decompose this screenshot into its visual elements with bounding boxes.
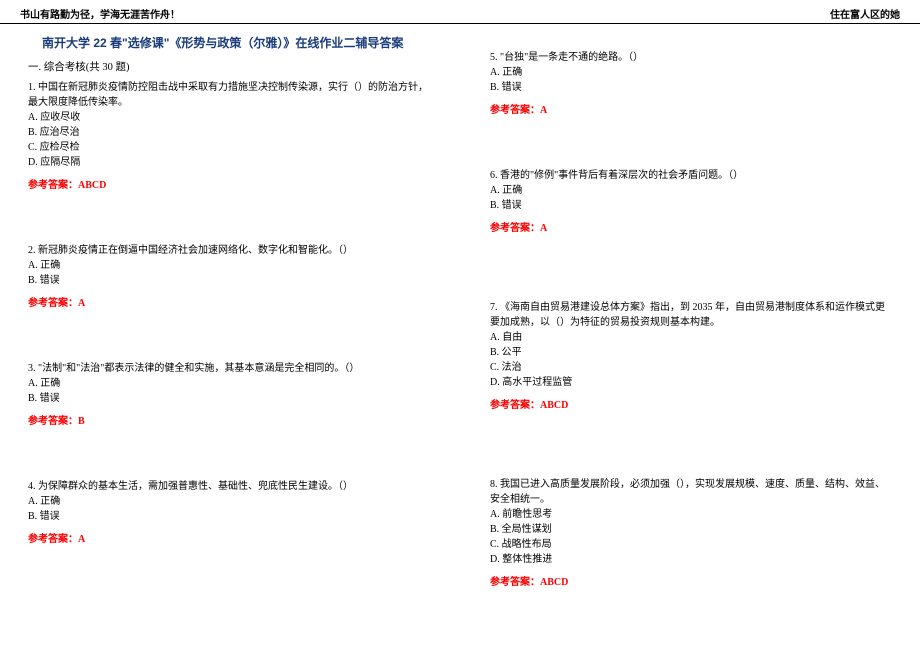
answer-label: 参考答案： (28, 534, 78, 545)
answer-value: A (78, 298, 85, 309)
option: A. 正确 (28, 494, 430, 509)
option: A. 正确 (28, 376, 430, 391)
question-text: 6. 香港的"修例"事件背后有着深层次的社会矛盾问题。（） (490, 168, 892, 183)
answer-line: 参考答案：A (490, 103, 892, 118)
header-left: 书山有路勤为径，学海无涯苦作舟！ (20, 6, 180, 21)
question-block: 3. "法制"和"法治"都表示法律的健全和实施，其基本意涵是完全相同的。（） A… (28, 361, 430, 429)
question-block: 7. 《海南自由贸易港建设总体方案》指出，到 2035 年，自由贸易港制度体系和… (490, 300, 892, 413)
answer-value: A (78, 534, 85, 545)
content-area: 南开大学 22 春"选修课"《形势与政策（尔雅）》在线作业二辅导答案 一. 综合… (0, 24, 920, 620)
answer-label: 参考答案： (490, 105, 540, 116)
option: A. 正确 (28, 258, 430, 273)
question-block: 1. 中国在新冠肺炎疫情防控阻击战中采取有力措施坚决控制传染源，实行（）的防治方… (28, 80, 430, 193)
option: D. 应隔尽隔 (28, 155, 430, 170)
option: C. 应检尽检 (28, 140, 430, 155)
answer-value: A (540, 223, 547, 234)
answer-label: 参考答案： (490, 223, 540, 234)
question-block: 6. 香港的"修例"事件背后有着深层次的社会矛盾问题。（） A. 正确 B. 错… (490, 168, 892, 236)
question-text: 5. "台独"是一条走不通的绝路。（） (490, 50, 892, 65)
question-block: 5. "台独"是一条走不通的绝路。（） A. 正确 B. 错误 参考答案：A (490, 50, 892, 118)
answer-label: 参考答案： (28, 416, 78, 427)
option: D. 整体性推进 (490, 552, 892, 567)
option: C. 法治 (490, 360, 892, 375)
option: B. 公平 (490, 345, 892, 360)
question-text: 2. 新冠肺炎疫情正在倒逼中国经济社会加速网络化、数字化和智能化。（） (28, 243, 430, 258)
answer-line: 参考答案：ABCD (490, 398, 892, 413)
answer-line: 参考答案：ABCD (28, 178, 430, 193)
answer-label: 参考答案： (490, 400, 540, 411)
answer-value: B (78, 416, 85, 427)
question-text: 1. 中国在新冠肺炎疫情防控阻击战中采取有力措施坚决控制传染源，实行（）的防治方… (28, 80, 430, 110)
option: D. 高水平过程监管 (490, 375, 892, 390)
section-heading: 一. 综合考核(共 30 题) (28, 59, 430, 74)
answer-value: ABCD (540, 400, 568, 411)
option: B. 全局性谋划 (490, 522, 892, 537)
question-block: 4. 为保障群众的基本生活，需加强普惠性、基础性、兜底性民生建设。（） A. 正… (28, 479, 430, 547)
option: B. 错误 (28, 273, 430, 288)
question-text: 7. 《海南自由贸易港建设总体方案》指出，到 2035 年，自由贸易港制度体系和… (490, 300, 892, 330)
question-block: 2. 新冠肺炎疫情正在倒逼中国经济社会加速网络化、数字化和智能化。（） A. 正… (28, 243, 430, 311)
option: A. 自由 (490, 330, 892, 345)
option: B. 错误 (28, 391, 430, 406)
answer-line: 参考答案：ABCD (490, 575, 892, 590)
option: A. 正确 (490, 183, 892, 198)
question-text: 8. 我国已进入高质量发展阶段，必须加强（），实现发展规模、速度、质量、结构、效… (490, 477, 892, 507)
option: B. 错误 (28, 509, 430, 524)
answer-line: 参考答案：A (28, 296, 430, 311)
header-right: 住在富人区的她 (830, 6, 900, 21)
page-title: 南开大学 22 春"选修课"《形势与政策（尔雅）》在线作业二辅导答案 (42, 34, 430, 51)
option: A. 前瞻性思考 (490, 507, 892, 522)
question-text: 4. 为保障群众的基本生活，需加强普惠性、基础性、兜底性民生建设。（） (28, 479, 430, 494)
answer-value: ABCD (78, 180, 106, 191)
option: A. 正确 (490, 65, 892, 80)
option: B. 错误 (490, 198, 892, 213)
option: A. 应收尽收 (28, 110, 430, 125)
answer-value: ABCD (540, 577, 568, 588)
answer-line: 参考答案：A (490, 221, 892, 236)
option: B. 应治尽治 (28, 125, 430, 140)
header-bar: 书山有路勤为径，学海无涯苦作舟！ 住在富人区的她 (0, 0, 920, 24)
answer-label: 参考答案： (28, 180, 78, 191)
column-right: 5. "台独"是一条走不通的绝路。（） A. 正确 B. 错误 参考答案：A 6… (460, 28, 900, 620)
option: B. 错误 (490, 80, 892, 95)
answer-label: 参考答案： (28, 298, 78, 309)
answer-line: 参考答案：B (28, 414, 430, 429)
answer-value: A (540, 105, 547, 116)
answer-label: 参考答案： (490, 577, 540, 588)
option: C. 战略性布局 (490, 537, 892, 552)
answer-line: 参考答案：A (28, 532, 430, 547)
question-block: 8. 我国已进入高质量发展阶段，必须加强（），实现发展规模、速度、质量、结构、效… (490, 477, 892, 590)
column-left: 南开大学 22 春"选修课"《形势与政策（尔雅）》在线作业二辅导答案 一. 综合… (20, 28, 460, 620)
question-text: 3. "法制"和"法治"都表示法律的健全和实施，其基本意涵是完全相同的。（） (28, 361, 430, 376)
